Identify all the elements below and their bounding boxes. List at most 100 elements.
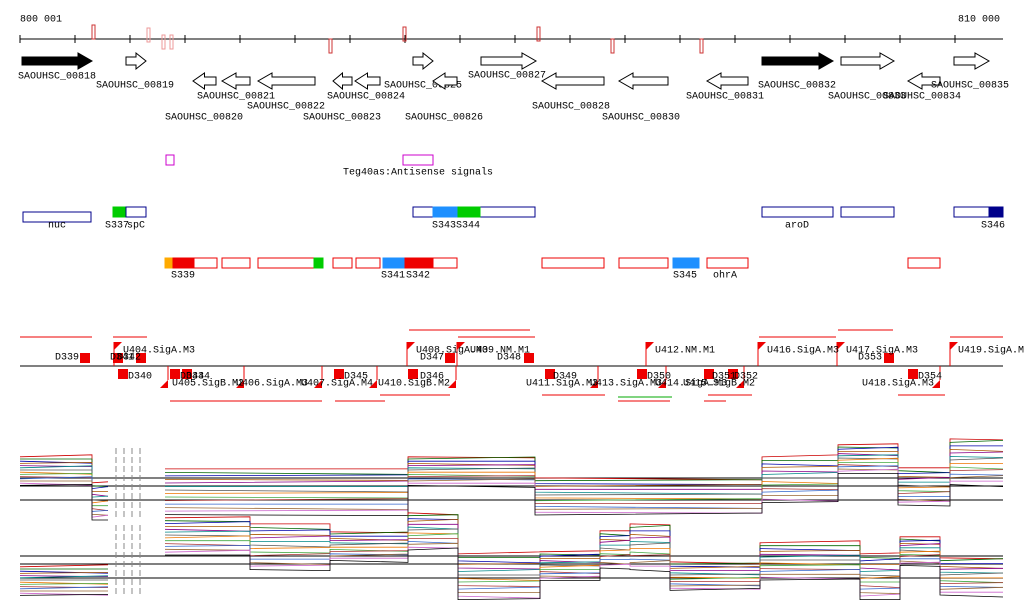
feature-box bbox=[541, 257, 605, 269]
signal-label: U419.SigA.M3 bbox=[958, 345, 1024, 357]
feature-label: aroD bbox=[785, 221, 809, 232]
gene-arrow bbox=[256, 72, 316, 90]
feature-label: S344 bbox=[456, 221, 480, 232]
gene-label: SAOUHSC_00830 bbox=[602, 113, 680, 124]
gene-label: SAOUHSC_00832 bbox=[758, 81, 836, 92]
gene-label: SAOUHSC_00824 bbox=[327, 92, 405, 103]
signal-label: D339 bbox=[55, 353, 79, 364]
signal-flag bbox=[448, 380, 456, 388]
signal-block bbox=[728, 369, 738, 379]
signal-label: D352 bbox=[734, 372, 758, 383]
antisense-label: Teg40as:Antisense signals bbox=[343, 167, 493, 179]
feature-label: S346 bbox=[981, 221, 1005, 232]
expression-trace bbox=[20, 542, 1004, 595]
signal-block bbox=[908, 369, 918, 379]
signal-flag bbox=[457, 342, 465, 350]
ruler-start: 800 001 bbox=[20, 15, 62, 26]
feature-box bbox=[706, 257, 749, 269]
signal-label: U414.SigA.M3 bbox=[655, 378, 727, 390]
gene-label: SAOUHSC_00834 bbox=[883, 92, 961, 103]
feature-box bbox=[672, 257, 700, 269]
feature-label: S343 bbox=[432, 221, 456, 232]
signal-block bbox=[182, 369, 192, 379]
feature-box bbox=[164, 257, 174, 269]
feature-box bbox=[22, 211, 92, 223]
gene-label: SAOUHSC_00823 bbox=[303, 113, 381, 124]
feature-box bbox=[761, 206, 834, 218]
ruler-end: 810 000 bbox=[958, 15, 1000, 26]
signal-label: D342 bbox=[117, 353, 141, 364]
signal-flag bbox=[736, 380, 744, 388]
feature-box bbox=[988, 206, 1004, 218]
feature-label: spC bbox=[127, 221, 145, 232]
signal-flag bbox=[646, 342, 654, 350]
gene-arrow bbox=[906, 72, 941, 90]
gene-label: SAOUHSC_00827 bbox=[468, 71, 546, 82]
feature-box bbox=[172, 257, 195, 269]
expression-trace bbox=[20, 528, 1004, 581]
signal-label: D343 bbox=[180, 372, 204, 383]
gene-arrow bbox=[953, 52, 991, 70]
ruler-peak bbox=[161, 34, 166, 50]
gene-arrow bbox=[220, 72, 251, 90]
signal-label: U416.SigA.M3 bbox=[767, 345, 839, 357]
ruler-peak bbox=[328, 38, 333, 54]
signal-label: U408.SigA.M3 bbox=[416, 345, 488, 357]
gene-arrow bbox=[840, 52, 896, 70]
signal-flag bbox=[590, 380, 598, 388]
gene-arrow bbox=[332, 71, 353, 91]
signal-flag bbox=[950, 342, 958, 350]
signal-label: D353 bbox=[858, 353, 882, 364]
signal-label: D344 bbox=[186, 372, 210, 383]
feature-box bbox=[618, 257, 669, 269]
signal-label: D345 bbox=[344, 372, 368, 383]
signal-block bbox=[884, 353, 894, 363]
feature-label: S337 bbox=[105, 221, 129, 232]
expression-trace bbox=[19, 512, 1004, 568]
gene-arrow bbox=[192, 72, 217, 90]
feature-label: S339 bbox=[171, 271, 195, 282]
signal-flag bbox=[658, 380, 666, 388]
gene-arrow bbox=[412, 51, 434, 71]
gene-arrow bbox=[125, 51, 147, 71]
expression-trace bbox=[19, 473, 1004, 521]
feature-box bbox=[125, 206, 147, 218]
expression-trace bbox=[19, 540, 1004, 590]
gene-arrow bbox=[432, 72, 458, 90]
signal-label: D350 bbox=[647, 372, 671, 383]
signal-label: U406.SigA.M3 bbox=[236, 378, 308, 390]
signal-label: U409.NM.M1 bbox=[470, 346, 530, 357]
signal-block bbox=[170, 369, 180, 379]
signal-label: D354 bbox=[918, 372, 942, 383]
signal-flag bbox=[758, 342, 766, 350]
signal-label: U412.NM.M1 bbox=[655, 346, 715, 357]
feature-label: nuc bbox=[48, 221, 66, 232]
feature-box bbox=[432, 206, 459, 218]
signal-block bbox=[524, 353, 534, 363]
signal-flag bbox=[314, 380, 322, 388]
signal-block bbox=[113, 353, 123, 363]
ruler-peak bbox=[91, 24, 96, 40]
signal-block bbox=[408, 369, 418, 379]
signal-label: D346 bbox=[420, 372, 444, 383]
gene-label: SAOUHSC_00820 bbox=[165, 113, 243, 124]
signal-block bbox=[545, 369, 555, 379]
signal-block bbox=[445, 353, 455, 363]
signal-label: D347 bbox=[420, 353, 444, 364]
feature-label: ohrA bbox=[713, 270, 737, 282]
signal-block bbox=[80, 353, 90, 363]
expression-trace bbox=[19, 533, 1004, 585]
feature-box bbox=[840, 206, 895, 218]
feature-box bbox=[313, 257, 324, 269]
antisense-box bbox=[402, 154, 434, 166]
gene-label: SAOUHSC_00821 bbox=[197, 92, 275, 103]
feature-box bbox=[404, 257, 434, 269]
signal-label: D349 bbox=[553, 372, 577, 383]
signal-block bbox=[118, 369, 128, 379]
ruler-peak bbox=[169, 34, 174, 50]
signal-label: D341 bbox=[110, 353, 134, 364]
ruler-peak bbox=[146, 27, 151, 43]
gene-label: SAOUHSC_00833 bbox=[828, 92, 906, 103]
